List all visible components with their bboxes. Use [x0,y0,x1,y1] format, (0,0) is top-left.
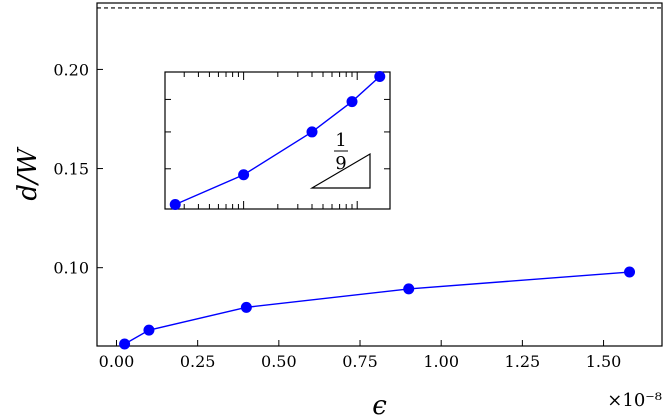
x-tick-label: 1.25 [505,352,541,371]
slope-triangle [309,152,371,189]
data-point [240,301,252,313]
data-point [143,324,155,336]
x-tick-label: 0.00 [99,352,135,371]
inset-data-point [238,169,250,181]
inset-data-point [169,199,181,211]
slope-numerator: 1 [335,130,346,151]
slope-denominator: 9 [335,153,346,174]
inset-plot: 19 [164,70,391,211]
data-point [119,338,131,350]
x-tick-label: 0.25 [180,352,216,371]
inset-data-point [374,70,386,82]
x-tick-label: 1.00 [423,352,459,371]
series-line [124,271,630,345]
inset-frame [164,71,391,210]
y-tick-label: 0.10 [53,259,89,278]
main-plot: 0.00 0.25 0.50 0.75 1.00 1.25 1.50 0.10 0.15 0.20… [13,2,663,420]
x-axis-label: ϵ [372,391,387,420]
x-tick-label: 0.50 [261,352,297,371]
y-tick-label: 0.15 [53,160,89,179]
x-tick-label: 0.75 [342,352,378,371]
data-point [624,266,636,278]
x-tick-label: 1.50 [586,352,622,371]
x-axis-scale-label: ×10⁻⁸ [607,390,662,411]
inset-data-point [346,96,358,108]
inset-data-point [306,126,318,138]
y-tick-label: 0.20 [53,60,89,79]
y-axis-label: d/W [13,146,43,200]
data-point [403,283,415,295]
plot-frame [96,2,663,347]
